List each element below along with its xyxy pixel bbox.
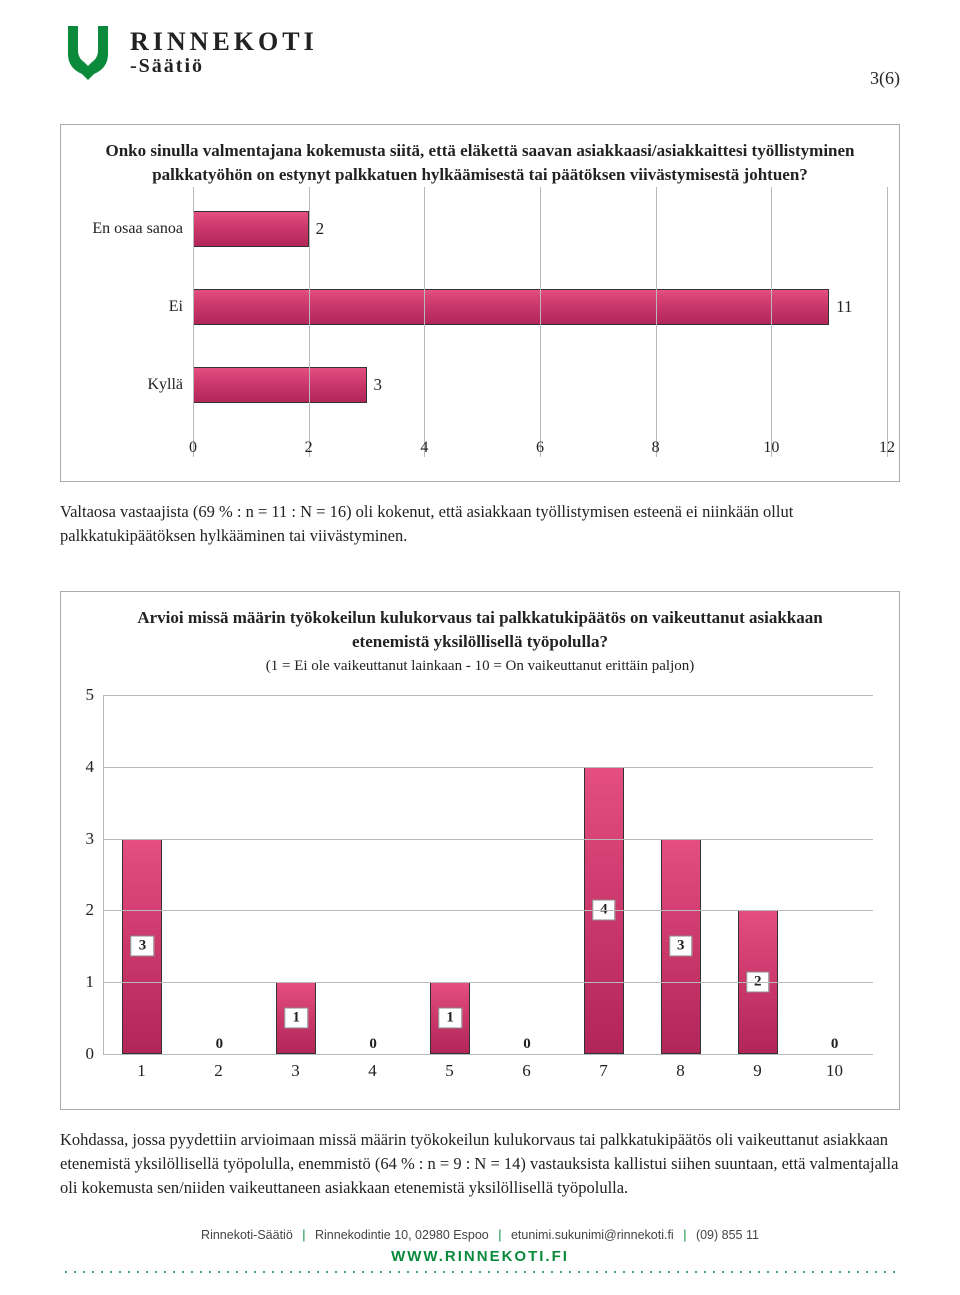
chart2-value-label: 1 (285, 1008, 309, 1029)
chart2-plot-area: 3010104320 012345 12345678910 (73, 675, 887, 1089)
chart2-ytick: 2 (86, 900, 105, 920)
chart2-ytick: 4 (86, 757, 105, 777)
chart2-ytick: 3 (86, 829, 105, 849)
chart1-bar: 11 (193, 289, 829, 325)
chart2-xtick: 8 (642, 1061, 719, 1081)
footer-sep: | (677, 1228, 692, 1242)
chart2-xaxis: 12345678910 (103, 1061, 873, 1081)
chart1-xtick: 0 (189, 439, 197, 457)
chart2-bar: 1 (276, 982, 316, 1054)
chart1-xtick: 10 (763, 439, 779, 457)
chart2-xtick: 6 (488, 1061, 565, 1081)
chart2-value-label: 3 (131, 936, 155, 957)
chart1-bar: 3 (193, 367, 367, 403)
chart1-category-label: Kyllä (73, 376, 193, 394)
footer: Rinnekoti-Säätiö | Rinnekodintie 10, 029… (60, 1228, 900, 1242)
chart2-value-label: 0 (516, 1035, 538, 1054)
chart1-xtick: 2 (305, 439, 313, 457)
chart1-value: 11 (836, 297, 852, 317)
chart2-xtick: 7 (565, 1061, 642, 1081)
footer-sep: | (492, 1228, 507, 1242)
chart2-container: Arvioi missä määrin työkokeilun kulukorv… (60, 591, 900, 1110)
chart2-xtick: 2 (180, 1061, 257, 1081)
chart1-row: Ei11 (73, 281, 887, 333)
chart2-xtick: 1 (103, 1061, 180, 1081)
chart2-col: 0 (489, 695, 566, 1054)
footer-url: WWW.RINNEKOTI.FI (60, 1248, 900, 1265)
chart2-xtick: 9 (719, 1061, 796, 1081)
chart2-col: 3 (642, 695, 719, 1054)
chart1-xtick: 12 (879, 439, 895, 457)
chart2-columns: 3 0 1 0 1 0 4 3 2 0 (104, 695, 873, 1054)
chart2-bar: 3 (122, 839, 162, 1054)
chart2-col: 0 (181, 695, 258, 1054)
chart2-ytick: 0 (86, 1044, 105, 1064)
chart2-col: 4 (565, 695, 642, 1054)
chart2-col: 3 (104, 695, 181, 1054)
chart2-ytick: 1 (86, 972, 105, 992)
footer-dots (60, 1269, 900, 1275)
chart1-xtick: 6 (536, 439, 544, 457)
chart2-value-label: 3 (669, 936, 693, 957)
chart2-col: 0 (335, 695, 412, 1054)
chart1-title: Onko sinulla valmentajana kokemusta siit… (73, 135, 887, 203)
chart1-track: 3 (193, 367, 887, 403)
chart2-xtick: 4 (334, 1061, 411, 1081)
footer-sep: | (296, 1228, 311, 1242)
page-number: 3(6) (870, 68, 900, 89)
chart1-xtick: 4 (420, 439, 428, 457)
chart1-container: Onko sinulla valmentajana kokemusta siit… (60, 124, 900, 482)
header: RINNEKOTI -Säätiö (60, 24, 900, 80)
chart1-bar: 2 (193, 211, 309, 247)
chart2-bar: 3 (661, 839, 701, 1054)
chart2-subtitle: (1 = Ei ole vaikeuttanut lainkaan - 10 =… (73, 658, 887, 675)
logo-icon (60, 24, 116, 80)
chart1-track: 11 (193, 289, 887, 325)
chart2-value-label: 1 (438, 1008, 462, 1029)
footer-phone: (09) 855 11 (696, 1228, 759, 1242)
chart2-xtick: 3 (257, 1061, 334, 1081)
chart1-value: 2 (316, 219, 325, 239)
chart1-plot: En osaa sanoa2Ei11Kyllä3 (73, 203, 887, 411)
chart2-bar: 1 (430, 982, 470, 1054)
chart2-col: 1 (258, 695, 335, 1054)
chart1-category-label: En osaa sanoa (73, 220, 193, 238)
chart1-track: 2 (193, 211, 887, 247)
chart2-col: 2 (719, 695, 796, 1054)
paragraph-2: Kohdassa, jossa pyydettiin arvioimaan mi… (60, 1128, 900, 1200)
chart2-xtick: 10 (796, 1061, 873, 1081)
brand-sub: -Säätiö (130, 55, 318, 78)
chart2-xtick: 5 (411, 1061, 488, 1081)
chart2-ytick: 5 (86, 685, 105, 705)
chart2-col: 1 (412, 695, 489, 1054)
brand-text: RINNEKOTI -Säätiö (130, 27, 318, 78)
chart2-value-label: 0 (824, 1035, 846, 1054)
chart2-col: 0 (796, 695, 873, 1054)
chart1-row: Kyllä3 (73, 359, 887, 411)
brand-main: RINNEKOTI (130, 27, 318, 57)
footer-email: etunimi.sukunimi@rinnekoti.fi (511, 1228, 674, 1242)
chart2-plot: 3010104320 012345 (103, 695, 873, 1055)
paragraph-1: Valtaosa vastaajista (69 % : n = 11 : N … (60, 500, 900, 548)
chart1-category-label: Ei (73, 298, 193, 316)
footer-org: Rinnekoti-Säätiö (201, 1228, 293, 1242)
footer-address: Rinnekodintie 10, 02980 Espoo (315, 1228, 489, 1242)
chart1-xaxis: 024681012 (193, 437, 887, 461)
chart1-xtick: 8 (652, 439, 660, 457)
chart2-value-label: 0 (362, 1035, 384, 1054)
chart1-value: 3 (374, 375, 383, 395)
chart2-title: Arvioi missä määrin työkokeilun kulukorv… (73, 602, 887, 656)
chart1-row: En osaa sanoa2 (73, 203, 887, 255)
chart2-value-label: 0 (209, 1035, 231, 1054)
